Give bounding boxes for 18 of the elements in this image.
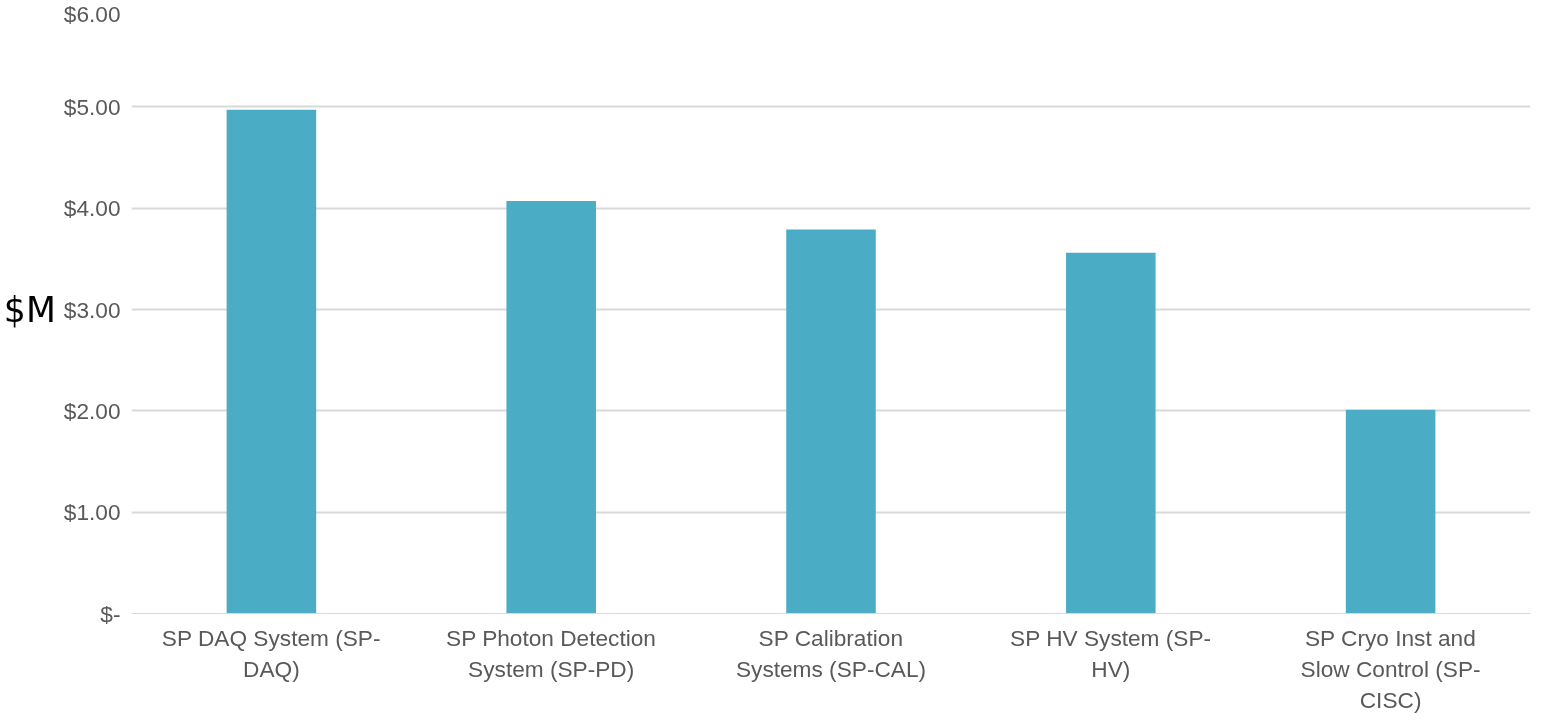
y-tick-label: $1.00 — [63, 499, 121, 526]
x-tick-label: SP Calibration Systems (SP-CAL) — [735, 624, 927, 682]
x-tick-label: SP DAQ System (SP-DAQ) — [161, 624, 381, 682]
y-tick-label: $5.00 — [63, 93, 121, 120]
bar — [506, 201, 596, 614]
y-tick-label: $3.00 — [63, 296, 121, 323]
bar — [786, 229, 876, 614]
y-tick-label: $2.00 — [63, 397, 121, 424]
y-tick-label: $4.00 — [63, 195, 121, 222]
y-tick-label: $- — [100, 600, 121, 627]
bar — [1345, 409, 1436, 614]
bar — [1066, 252, 1156, 614]
bar — [226, 109, 317, 614]
x-tick-label: SP Photon Detection System (SP-PD) — [446, 624, 656, 682]
x-tick-label: SP HV System (SP-HV) — [1010, 624, 1212, 682]
y-tick-label: $6.00 — [63, 0, 121, 27]
x-tick-label: SP Cryo Inst and Slow Control (SP-CISC) — [1300, 624, 1481, 713]
y-axis-title: $M — [3, 289, 56, 330]
